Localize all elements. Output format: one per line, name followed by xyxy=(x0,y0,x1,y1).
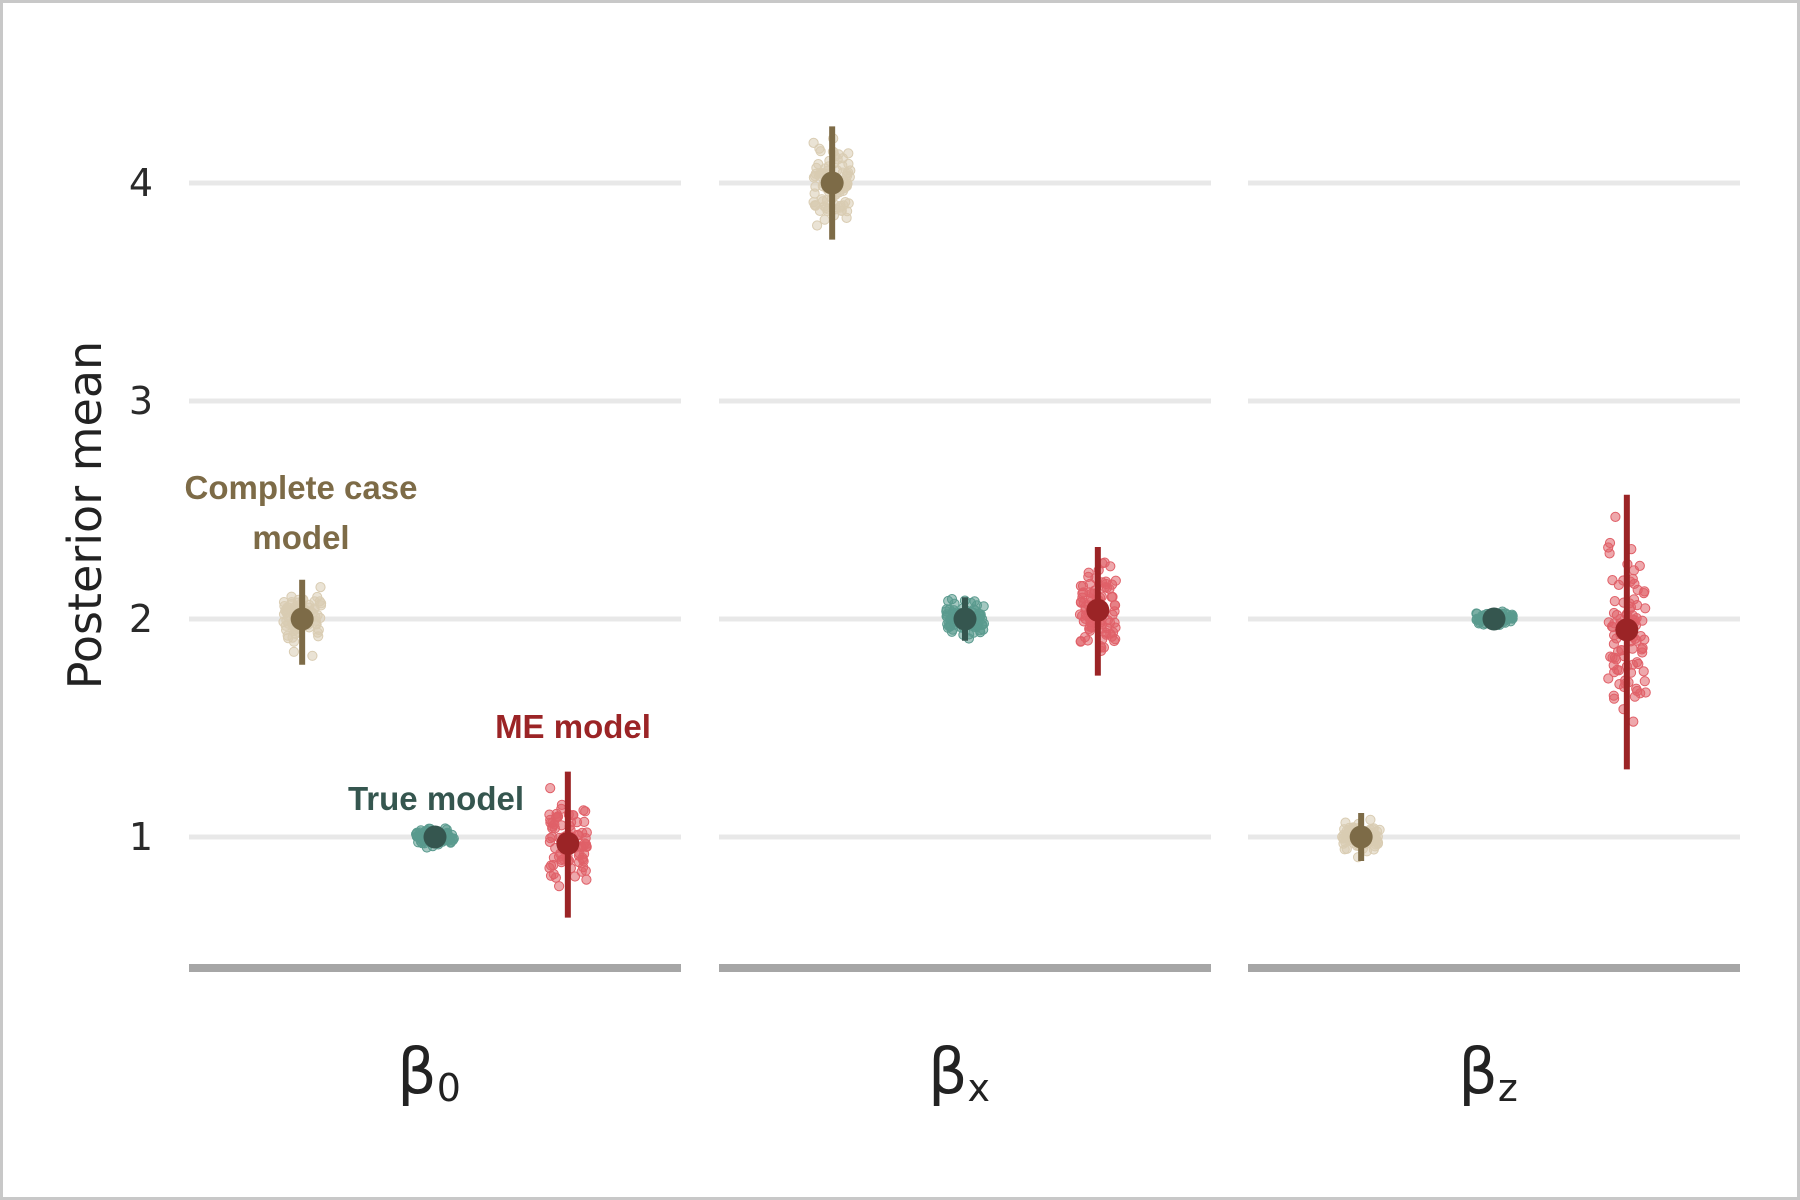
mean-point xyxy=(954,608,977,631)
simulation-point xyxy=(1635,561,1644,570)
series-annotation: ME model xyxy=(495,708,651,745)
simulation-point xyxy=(281,621,290,630)
simulation-point xyxy=(572,818,581,827)
mean-point xyxy=(1483,608,1506,631)
simulation-point xyxy=(316,583,325,592)
simulation-point xyxy=(1107,592,1116,601)
simulation-point xyxy=(557,804,566,813)
simulation-point xyxy=(1609,691,1618,700)
simulation-point xyxy=(1078,611,1087,620)
y-tick-label: 2 xyxy=(129,597,153,641)
simulation-point xyxy=(1641,688,1650,697)
simulation-point xyxy=(1640,677,1649,686)
simulation-point xyxy=(1629,717,1638,726)
simulation-point xyxy=(1110,618,1119,627)
simulation-point xyxy=(1342,844,1351,853)
simulation-point xyxy=(1632,658,1641,667)
simulation-point xyxy=(1506,614,1515,623)
simulation-point xyxy=(810,189,819,198)
simulation-point xyxy=(809,138,818,147)
facet-label: βz xyxy=(1458,1035,1518,1110)
simulation-point xyxy=(549,870,558,879)
simulation-point xyxy=(820,215,829,224)
posterior-mean-chart: 1 2 3 4 β0 βx βz Complete case model True model… xyxy=(3,3,1797,1197)
gridlines xyxy=(189,183,1740,837)
simulation-point xyxy=(1111,576,1120,585)
series-annotation: Complete case model xyxy=(185,469,418,556)
mean-point xyxy=(1350,826,1373,849)
simulation-point xyxy=(943,620,952,629)
simulation-point xyxy=(816,147,825,156)
simulation-point xyxy=(555,882,564,891)
simulation-point xyxy=(315,597,324,606)
y-tick-label: 1 xyxy=(129,815,153,859)
simulation-point xyxy=(1609,639,1618,648)
simulation-point xyxy=(1076,581,1085,590)
mean-point xyxy=(291,608,314,631)
simulation-point xyxy=(1084,572,1093,581)
facet-label: βx xyxy=(928,1035,990,1110)
simulation-point xyxy=(944,596,953,605)
y-tick-labels: 1 2 3 4 xyxy=(129,161,153,859)
simulation-point xyxy=(412,828,421,837)
simulation-point xyxy=(546,784,555,793)
simulation-point xyxy=(1109,628,1118,637)
simulation-point xyxy=(581,834,590,843)
simulation-point xyxy=(289,647,298,656)
simulation-point xyxy=(1633,686,1642,695)
simulation-point xyxy=(1613,665,1622,674)
facet-label: β0 xyxy=(397,1035,461,1110)
mean-point xyxy=(821,172,844,195)
simulation-point xyxy=(1637,645,1646,654)
simulation-point xyxy=(1085,588,1094,597)
mean-point xyxy=(556,832,579,855)
simulation-point xyxy=(1608,576,1617,585)
simulation-point xyxy=(1611,512,1620,521)
simulation-point xyxy=(1610,597,1619,606)
simulation-points xyxy=(279,134,1650,891)
simulation-point xyxy=(579,806,588,815)
series-annotation: True model xyxy=(348,780,524,817)
simulation-point xyxy=(550,820,559,829)
simulation-point xyxy=(1640,635,1649,644)
simulation-point xyxy=(1606,652,1615,661)
simulation-point xyxy=(1375,825,1384,834)
simulation-point xyxy=(970,597,979,606)
simulation-point xyxy=(1639,589,1648,598)
simulation-point xyxy=(843,207,852,216)
simulation-point xyxy=(1366,815,1375,824)
y-tick-label: 3 xyxy=(129,379,153,423)
y-axis-title: Posterior mean xyxy=(58,341,112,689)
simulation-point xyxy=(314,632,323,641)
y-tick-label: 4 xyxy=(129,161,153,205)
simulation-point xyxy=(308,651,317,660)
mean-point xyxy=(1086,599,1109,622)
facet-labels: β0 βx βz xyxy=(397,1035,1518,1110)
simulation-point xyxy=(1076,637,1085,646)
simulation-point xyxy=(582,875,591,884)
mean-point xyxy=(1615,618,1638,641)
simulation-point xyxy=(1102,579,1111,588)
simulation-point xyxy=(1633,601,1642,610)
mean-point xyxy=(424,826,447,849)
series-annotations: Complete case model True model ME model xyxy=(185,469,651,817)
simulation-point xyxy=(545,837,554,846)
simulation-point xyxy=(1605,538,1614,547)
